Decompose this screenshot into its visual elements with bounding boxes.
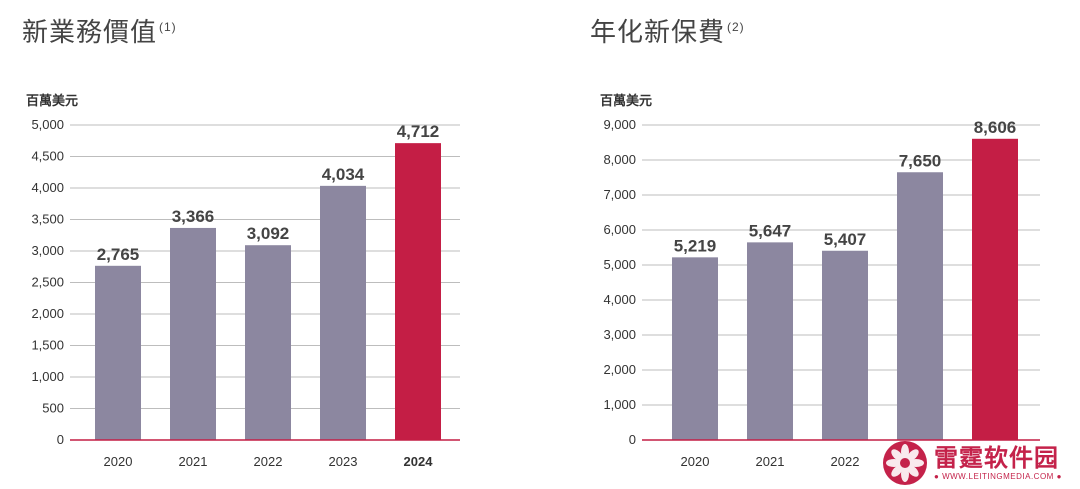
bar-2023 <box>320 185 366 440</box>
y-tick-label: 4,000 <box>31 180 64 195</box>
y-tick-label: 2,000 <box>603 362 636 377</box>
chart-title-note: (2) <box>727 20 745 35</box>
watermark-url: WWW.LEITINGMEDIA.COM <box>942 471 1054 481</box>
data-label-2023: 7,650 <box>899 151 942 170</box>
data-label-2024: 8,606 <box>974 118 1017 137</box>
y-axis-unit-label: 百萬美元 <box>600 93 653 108</box>
data-label-2021: 3,366 <box>172 207 215 226</box>
y-tick-label: 8,000 <box>603 152 636 167</box>
watermark-subtitle: ● WWW.LEITINGMEDIA.COM ● <box>934 471 1062 481</box>
y-tick-label: 3,000 <box>603 327 636 342</box>
bar-2022 <box>245 245 291 440</box>
chart-panel-annualized-new-premium: 年化新保費 (2) 百萬美元 0 1,000 2,000 3,000 4,000 5,000… <box>560 0 1080 489</box>
bar-chart-new-business-value: 0 500 1,000 1,500 2,000 2,500 3,000 3,500 4,000 4… <box>31 117 460 469</box>
chart-title-note: (1) <box>159 20 177 35</box>
bar-2021 <box>747 242 793 440</box>
chart-title-text: 年化新保費 <box>590 17 726 47</box>
x-tick-label-2021: 2021 <box>756 454 785 469</box>
x-tick-label-2021: 2021 <box>179 454 208 469</box>
y-tick-label: 4,500 <box>31 149 64 164</box>
y-tick-label: 5,000 <box>603 257 636 272</box>
chart-panel-new-business-value: 新業務價值 (1) 百萬美元 0 500 1,000 1,500 2,000 2,500 3,… <box>22 12 460 469</box>
y-tick-label: 4,000 <box>603 292 636 307</box>
watermark-title: 雷霆软件园 <box>934 444 1059 472</box>
bar-2024 <box>972 138 1018 441</box>
y-axis-unit-label: 百萬美元 <box>26 93 79 108</box>
data-label-2022: 3,092 <box>247 224 290 243</box>
bar-2020 <box>95 265 141 440</box>
chart-title: 年化新保費 (2) <box>590 12 745 49</box>
y-tick-label: 500 <box>42 401 64 416</box>
watermark: 雷霆软件园 ● WWW.LEITINGMEDIA.COM ● <box>882 440 1077 486</box>
y-tick-label: 7,000 <box>603 187 636 202</box>
bar-2021 <box>170 227 216 440</box>
bar-2023 <box>897 172 943 440</box>
y-tick-label: 0 <box>57 432 64 447</box>
x-tick-label-2020: 2020 <box>104 454 133 469</box>
y-tick-label: 2,500 <box>31 275 64 290</box>
data-label-2023: 4,034 <box>322 165 365 184</box>
data-label-2024: 4,712 <box>397 122 440 141</box>
bar-2022 <box>822 250 868 440</box>
x-tick-label-2024: 2024 <box>404 454 434 469</box>
y-tick-label: 3,000 <box>31 243 64 258</box>
y-tick-label: 1,500 <box>31 338 64 353</box>
y-tick-label: 2,000 <box>31 306 64 321</box>
y-tick-label: 6,000 <box>603 222 636 237</box>
y-tick-label: 3,500 <box>31 212 64 227</box>
x-tick-label-2023: 2023 <box>329 454 358 469</box>
y-tick-label: 1,000 <box>603 397 636 412</box>
chart-title: 新業務價值 (1) <box>22 12 177 49</box>
chart-title-text: 新業務價值 <box>22 17 158 47</box>
y-tick-label: 1,000 <box>31 369 64 384</box>
bar-chart-annualized-new-premium: 0 1,000 2,000 3,000 4,000 5,000 6,000 7,000 8,00… <box>603 117 1040 469</box>
bar-2024 <box>395 143 441 441</box>
data-label-2021: 5,647 <box>749 221 792 240</box>
data-label-2022: 5,407 <box>824 230 867 249</box>
x-tick-label-2022: 2022 <box>831 454 860 469</box>
y-tick-label: 0 <box>629 432 636 447</box>
x-tick-label-2020: 2020 <box>681 454 710 469</box>
y-tick-label: 9,000 <box>603 117 636 132</box>
bar-2020 <box>672 257 718 440</box>
data-label-2020: 2,765 <box>97 245 140 264</box>
flower-logo-icon <box>883 441 927 485</box>
x-tick-label-2022: 2022 <box>254 454 283 469</box>
y-tick-label: 5,000 <box>31 117 64 132</box>
data-label-2020: 5,219 <box>674 236 717 255</box>
